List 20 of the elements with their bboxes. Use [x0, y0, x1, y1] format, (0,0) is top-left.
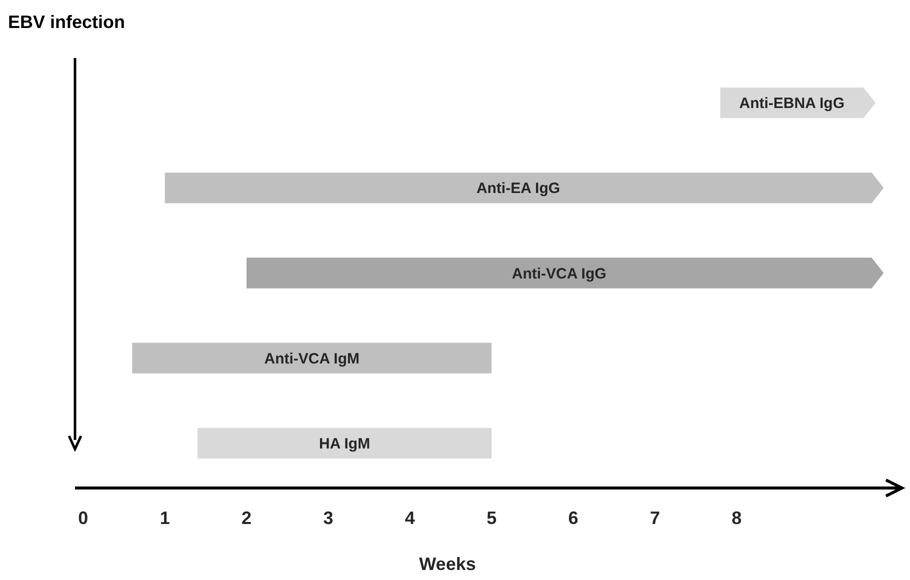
ref-line-label: EBV infection	[8, 12, 126, 32]
x-tick-label: 4	[404, 508, 415, 528]
bar	[164, 172, 884, 204]
x-tick-label: 3	[323, 508, 334, 528]
bar	[198, 428, 492, 458]
bar	[246, 258, 884, 288]
x-tick-label: 7	[650, 508, 660, 528]
y-tick-label: Anti-VCA IgG	[512, 265, 606, 282]
bar	[132, 342, 492, 374]
x-tick-label: 6	[568, 508, 578, 528]
y-tick-label: HA IgM	[319, 435, 370, 452]
x-tick-label: 2	[242, 508, 252, 528]
y-tick-label: Anti-EA IgG	[476, 180, 560, 198]
x-tick-label: 0	[78, 508, 88, 528]
y-tick-label: Anti-VCA IgM	[264, 350, 360, 368]
y-tick-label: Anti-EBNA IgG	[739, 95, 845, 112]
x-axis-title: Weeks	[419, 554, 476, 574]
x-tick-label: 1	[160, 508, 170, 528]
x-tick-label: 5	[486, 508, 497, 528]
x-tick-label: 8	[732, 508, 742, 528]
